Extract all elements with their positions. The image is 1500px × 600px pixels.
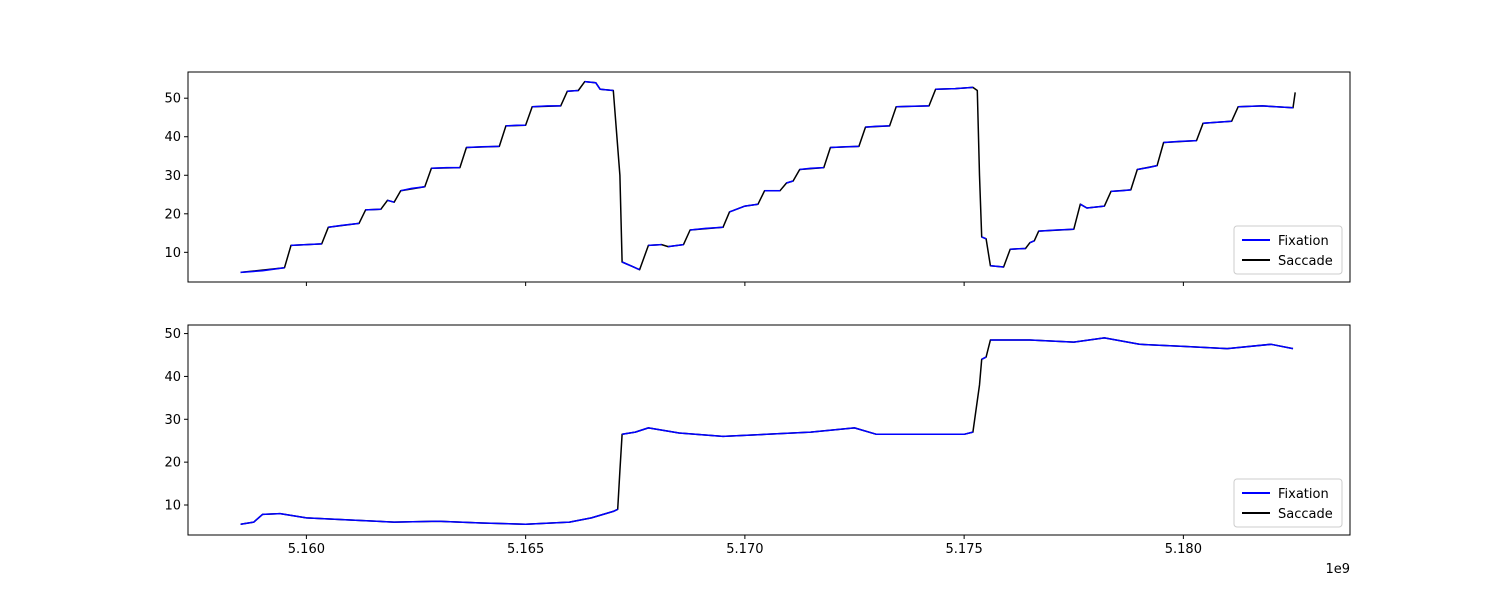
bottom-y-tick-label: 50 bbox=[164, 327, 181, 342]
top-series-layer bbox=[240, 80, 1296, 274]
top-series-fixation-segment bbox=[240, 266, 285, 274]
x-axis-offset-label: 1e9 bbox=[1325, 562, 1350, 577]
top-series-fixation-segment bbox=[290, 243, 322, 247]
top-series-fixation-segment bbox=[431, 166, 460, 170]
top-series-fixation-segment bbox=[1110, 189, 1131, 193]
top-series-fixation-segment bbox=[365, 208, 381, 211]
bottom-x-axis: 5.160 5.165 5.170 5.175 5.180 bbox=[288, 535, 1202, 557]
top-series-fixation-segment bbox=[865, 125, 890, 128]
top-series-fixation-segment bbox=[584, 80, 614, 92]
bottom-legend-box bbox=[1233, 478, 1343, 528]
top-series-fixation-segment bbox=[1203, 120, 1232, 124]
top-series-fixation-segment bbox=[567, 89, 579, 93]
bottom-x-tick-label: 5.180 bbox=[1165, 542, 1202, 557]
top-series-fixation-segment bbox=[1010, 247, 1026, 250]
bottom-y-tick-label: 10 bbox=[164, 499, 181, 514]
top-legend-saccade-label: Saccade bbox=[1278, 254, 1333, 269]
top-series-fixation-segment bbox=[466, 145, 500, 149]
bottom-series-fixation-segment bbox=[240, 508, 619, 526]
top-series-fixation-segment bbox=[830, 145, 859, 149]
top-y-tick-label: 20 bbox=[164, 207, 181, 222]
bottom-series-fixation-segment bbox=[990, 337, 1294, 350]
top-y-tick-label: 50 bbox=[164, 92, 181, 107]
bottom-x-tick-label: 5.175 bbox=[946, 542, 983, 557]
bottom-y-tick-label: 20 bbox=[164, 456, 181, 471]
top-series-fixation-segment bbox=[1163, 139, 1197, 144]
top-series-fixation-segment bbox=[786, 180, 794, 184]
top-series-fixation-segment bbox=[690, 226, 724, 231]
top-series-fixation-segment bbox=[1079, 203, 1105, 209]
top-series-fixation-segment bbox=[648, 243, 662, 247]
top-legend-box bbox=[1233, 225, 1343, 275]
bottom-legend: Fixation Saccade bbox=[1233, 478, 1343, 528]
top-series-fixation-segment bbox=[387, 199, 395, 203]
bottom-series-saccade-line bbox=[240, 337, 1294, 526]
top-series-fixation-segment bbox=[328, 222, 360, 229]
top-series-fixation-segment bbox=[400, 186, 425, 192]
bottom-series-fixation-segment bbox=[981, 356, 987, 360]
top-series-saccade-line bbox=[240, 80, 1296, 274]
top-series-fixation-segment bbox=[896, 105, 930, 108]
bottom-y-tick-label: 40 bbox=[164, 370, 181, 385]
top-series-fixation-segment bbox=[935, 86, 973, 91]
top-series-fixation-segment bbox=[621, 261, 640, 271]
top-series-fixation-segment bbox=[1038, 228, 1074, 232]
bottom-series-layer bbox=[240, 337, 1294, 526]
bottom-y-tick-label: 30 bbox=[164, 413, 181, 428]
top-series-fixation-segment bbox=[729, 203, 759, 213]
bottom-plot-frame bbox=[187, 324, 1351, 536]
bottom-x-tick-label: 5.165 bbox=[507, 542, 544, 557]
top-legend-fixation-label: Fixation bbox=[1278, 234, 1329, 249]
bottom-x-tick-label: 5.170 bbox=[726, 542, 763, 557]
top-y-axis: 10 20 30 40 50 bbox=[164, 92, 188, 261]
top-x-axis bbox=[305, 282, 1184, 286]
top-legend: Fixation Saccade bbox=[1233, 225, 1343, 275]
bottom-x-tick-label: 5.160 bbox=[288, 542, 325, 557]
top-y-tick-label: 10 bbox=[164, 246, 181, 261]
top-series-fixation-segment bbox=[668, 243, 684, 248]
bottom-legend-fixation-label: Fixation bbox=[1278, 487, 1329, 502]
bottom-chart-panel: 10 20 30 40 50 5.160 5.165 5.170 5.175 5.180 1e9… bbox=[164, 324, 1351, 577]
top-series-fixation-segment bbox=[532, 105, 561, 108]
bottom-y-axis: 10 20 30 40 50 bbox=[164, 327, 188, 514]
top-series-fixation-segment bbox=[1029, 240, 1035, 244]
bottom-series-fixation-segment bbox=[621, 427, 974, 438]
top-series-fixation-segment bbox=[981, 236, 987, 240]
top-plot-frame bbox=[187, 71, 1351, 283]
top-series-fixation-segment bbox=[1137, 164, 1158, 171]
top-y-tick-label: 30 bbox=[164, 169, 181, 184]
top-y-tick-label: 40 bbox=[164, 130, 181, 145]
top-chart-panel: 10 20 30 40 50 Fixation Saccade bbox=[164, 71, 1351, 286]
top-series-fixation-segment bbox=[990, 265, 1004, 268]
top-series-fixation-segment bbox=[1238, 105, 1294, 109]
top-series-fixation-segment bbox=[799, 166, 824, 171]
top-series-fixation-segment bbox=[505, 124, 526, 127]
bottom-legend-saccade-label: Saccade bbox=[1278, 507, 1333, 522]
